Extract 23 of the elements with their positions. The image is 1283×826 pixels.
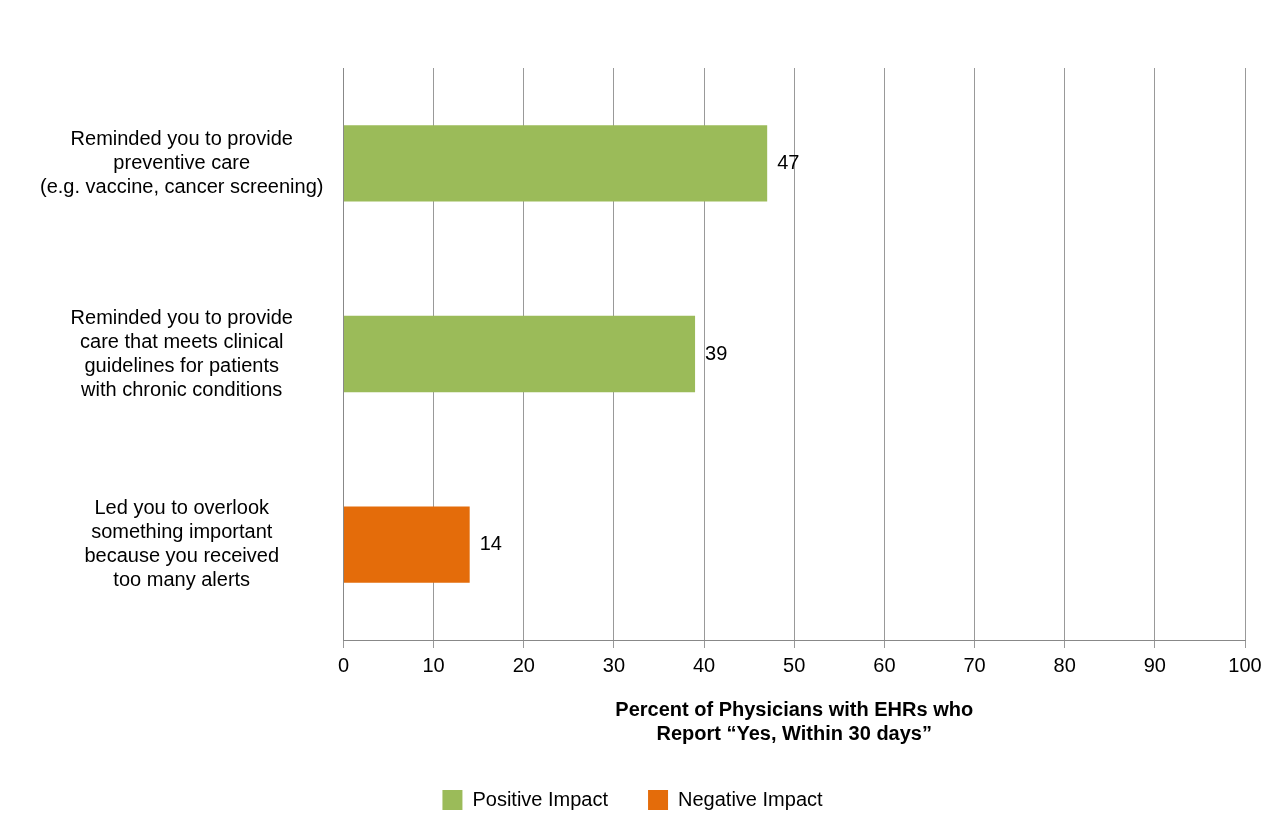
- y-tick-label: Led you to overlook something important because you received too many alerts: [84, 496, 280, 591]
- bar: [343, 125, 768, 202]
- x-tick-label: 10: [422, 653, 445, 676]
- legend-label: Positive Impact: [472, 787, 609, 810]
- x-tick-label: 40: [692, 653, 716, 676]
- x-tick-label: 0: [337, 653, 350, 676]
- legend-label: Negative Impact: [678, 787, 823, 810]
- y-tick-label: Reminded you to provide care that meets clinical guidelines for patients with chronic conditions: [70, 305, 293, 400]
- bar: [343, 506, 470, 583]
- y-tick-label: Reminded you to provide preventive care (e.g. vaccine, cancer screening): [40, 126, 324, 197]
- bar: [343, 315, 696, 393]
- x-tick-label: 30: [602, 653, 626, 676]
- x-tick-label: 70: [963, 653, 986, 676]
- x-tick-label: 90: [1143, 653, 1166, 676]
- x-tick-label: 60: [873, 653, 896, 676]
- data-label: 39: [705, 341, 728, 364]
- x-tick-label: 80: [1053, 653, 1076, 676]
- x-tick-label: 100: [1228, 653, 1262, 676]
- data-label: 14: [479, 532, 502, 555]
- x-axis-title: Percent of Physicians with EHRs who Report “Yes, Within 30 days”: [615, 697, 974, 744]
- x-tick-label: 50: [783, 653, 806, 676]
- x-tick-label: 20: [512, 653, 535, 676]
- data-label: 47: [777, 150, 800, 173]
